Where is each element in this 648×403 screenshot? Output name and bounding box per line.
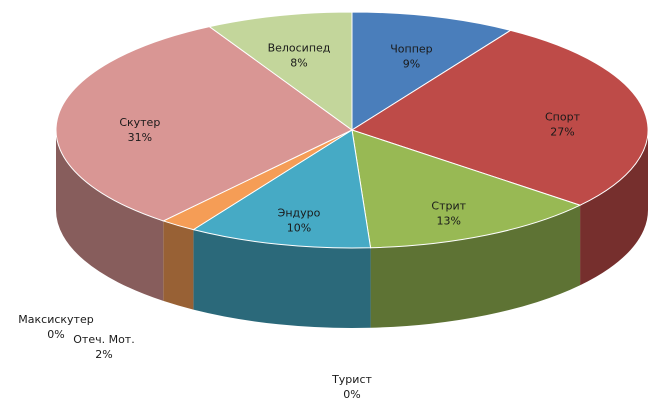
slice-8-label: Велосипед 8% [268,42,331,70]
slice-3-label: Турист 0% [331,373,372,401]
slice-8 [208,11,353,131]
slice-7 [55,26,353,222]
pie-sides [56,130,648,328]
slice-6-label: Максискутер 0% [18,313,93,341]
slice-5-side [163,220,194,310]
slice-1-side [580,130,648,286]
slice-4-label: Эндуро 10% [278,206,321,234]
slice-0 [351,11,512,131]
slice-1 [350,29,648,206]
slice-7-label: Скутер 31% [119,116,160,144]
pie-tops [55,11,648,249]
slice-2 [351,129,582,249]
slice-4-side [193,229,371,328]
slice-7-side [56,130,164,301]
slice-0-label: Чоппер 9% [390,42,432,70]
pie-labels: Чоппер 9% Спорт 27% Стрит 13% Турист 0% Эндуро 10… [18,42,580,401]
slice-5-label: Отеч. Мот. 2% [73,333,134,361]
slice-2-side [370,205,581,328]
slice-2-label: Стрит 13% [431,200,466,228]
slice-1-label: Спорт 27% [545,111,581,139]
slice-4 [192,129,372,249]
